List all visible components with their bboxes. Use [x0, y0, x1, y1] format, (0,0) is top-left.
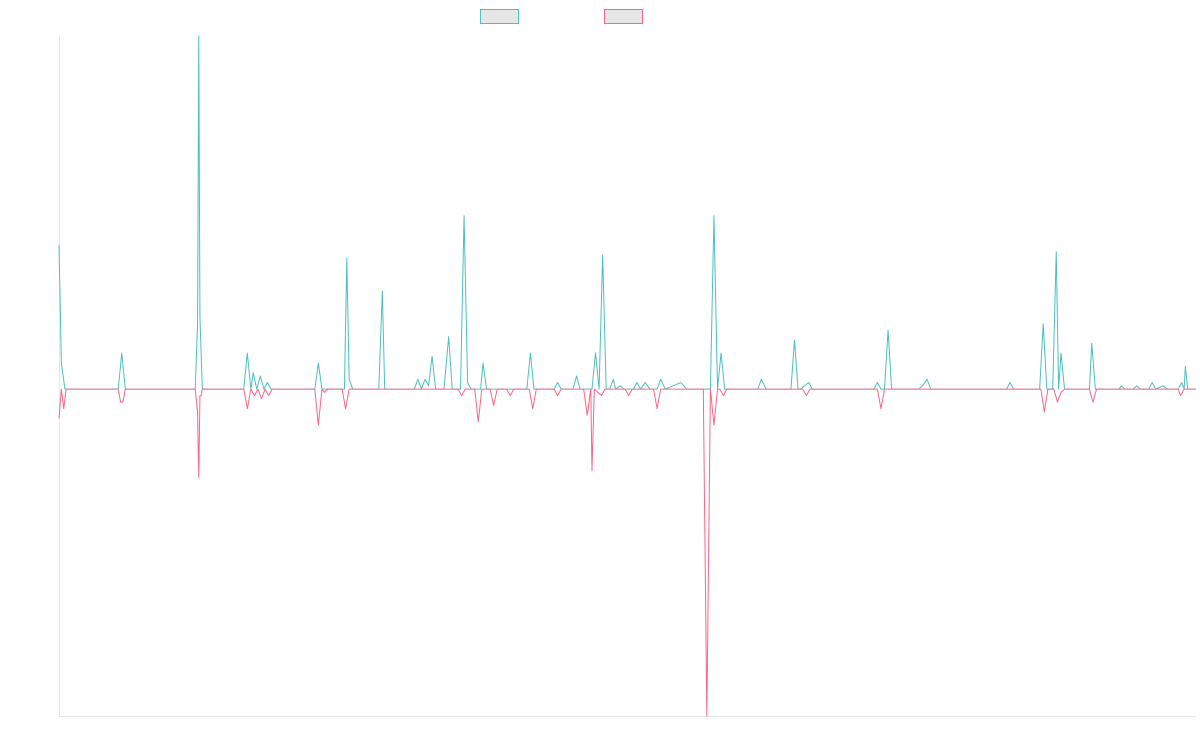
legend-swatch-series-1 [480, 9, 519, 24]
series-line-2 [58, 388, 1196, 717]
series-layer [58, 35, 1196, 717]
legend-swatch-series-2 [604, 9, 643, 24]
legend-item-series-2[interactable] [604, 9, 649, 24]
series-line-1 [58, 35, 1196, 390]
legend [0, 0, 1200, 36]
legend-item-series-1[interactable] [480, 9, 525, 24]
